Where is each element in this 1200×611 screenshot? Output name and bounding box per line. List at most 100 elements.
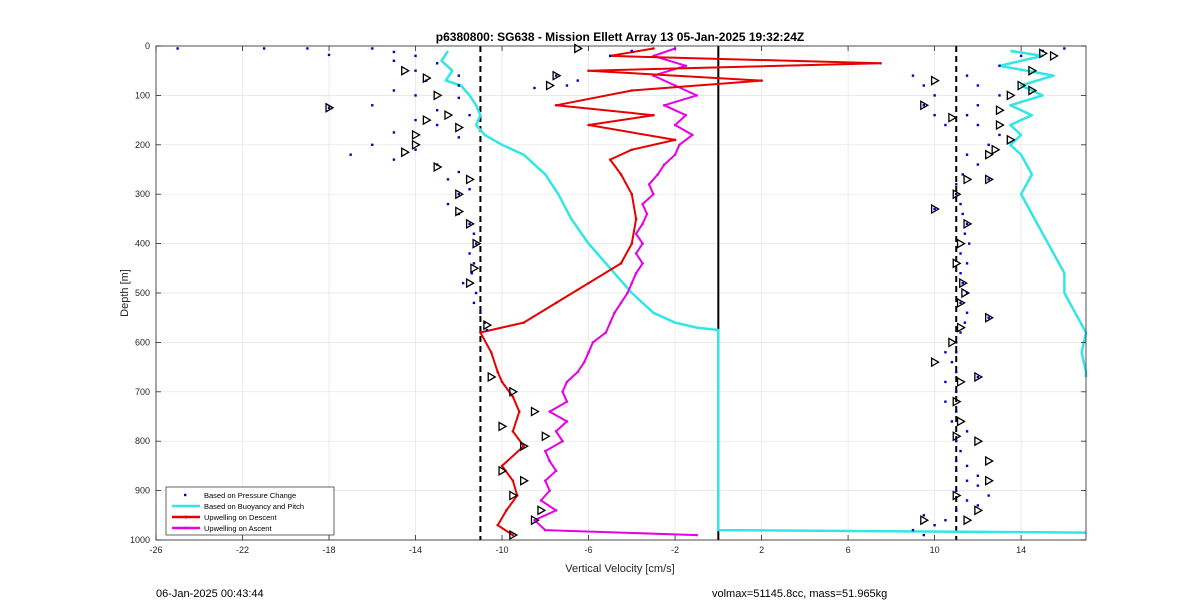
pressure-change-point: [955, 469, 958, 473]
pressure-change-point: [976, 474, 980, 477]
pressure-change-point: [457, 193, 460, 196]
pressure-change-point: [630, 49, 634, 53]
upwelling-descent-point: [554, 301, 558, 305]
triangle-marker: [963, 515, 973, 526]
triangle-marker: [455, 122, 465, 133]
triangle-marker: [952, 189, 962, 200]
series-upwelling-descent: [479, 47, 882, 536]
pressure-change-point: [987, 494, 990, 497]
pressure-change-point: [483, 321, 486, 324]
pressure-change-point: [576, 79, 579, 82]
triangle-marker: [974, 371, 984, 383]
series-layer: [176, 47, 1088, 537]
pressure-change-point: [435, 123, 439, 127]
pressure-change-point: [472, 301, 476, 305]
triangle-marker: [487, 371, 497, 383]
upwelling-descent-point: [522, 321, 525, 324]
pressure-change-point: [472, 232, 476, 235]
upwelling-ascent-point: [554, 469, 558, 473]
triangle-marker: [401, 147, 411, 158]
triangle-marker: [956, 416, 966, 427]
pressure-change-point: [262, 47, 266, 50]
triangle-marker: [974, 505, 984, 516]
pressure-change-point: [371, 47, 374, 50]
triangle-marker: [956, 238, 966, 249]
triangle-marker: [952, 431, 962, 442]
pressure-change-point: [955, 193, 958, 196]
legend-label: Upwelling on Descent: [204, 513, 277, 522]
pressure-change-point: [608, 54, 612, 58]
y-tick-label: 1000: [130, 535, 150, 545]
pressure-change-point: [933, 523, 936, 527]
upwelling-descent-point: [879, 61, 882, 65]
upwelling-descent-point: [619, 262, 623, 265]
upwelling-ascent-point: [544, 449, 547, 453]
upwelling-descent-point: [587, 69, 590, 72]
pressure-change-point: [998, 133, 1001, 137]
x-tick-label: -26: [149, 545, 162, 555]
pressure-change-point: [414, 118, 417, 122]
pressure-change-point: [392, 50, 396, 54]
triangle-marker: [974, 436, 984, 447]
pressure-change-point: [349, 153, 352, 156]
triangle-marker: [963, 174, 973, 185]
legend-swatch-dot: [184, 526, 188, 530]
upwelling-descent-point: [489, 350, 493, 354]
pressure-change-point: [976, 375, 980, 379]
triangle-marker: [995, 105, 1005, 116]
pressure-change-point: [976, 163, 980, 166]
upwelling-ascent-point: [619, 301, 623, 305]
triangle-marker: [920, 100, 930, 111]
x-tick-label: 2: [759, 545, 764, 555]
triangle-marker: [520, 475, 529, 486]
pressure-change-point: [933, 113, 936, 117]
upwelling-ascent-point: [678, 143, 681, 147]
pressure-change-point: [468, 113, 471, 117]
y-tick-label: 900: [135, 486, 150, 496]
triangle-marker: [995, 119, 1005, 131]
upwelling-descent-point: [652, 47, 655, 50]
upwelling-ascent-point: [576, 370, 580, 374]
footer-timestamp: 06-Jan-2025 00:43:44: [156, 588, 264, 600]
y-tick-label: 200: [135, 140, 150, 150]
upwelling-ascent-point: [647, 183, 651, 186]
upwelling-descent-point: [496, 370, 500, 374]
pressure-change-point: [457, 136, 460, 139]
triangle-marker: [455, 189, 465, 200]
upwelling-descent-point: [518, 410, 521, 413]
pressure-change-point: [457, 96, 460, 100]
triangle-marker: [444, 110, 454, 121]
triangle-marker: [956, 322, 966, 333]
pressure-change-point: [922, 104, 925, 107]
triangle-marker: [952, 258, 962, 269]
pressure-change-point: [911, 528, 915, 532]
series-buoyancy-ascent: [998, 49, 1088, 377]
triangle-marker: [948, 112, 958, 123]
legend-label: Based on Pressure Change: [204, 491, 296, 500]
upwelling-ascent-point: [539, 499, 543, 502]
pressure-change-point: [470, 272, 473, 275]
pressure-change-point: [435, 109, 439, 112]
upwelling-ascent-point: [561, 390, 564, 394]
upwelling-ascent-point: [695, 533, 698, 537]
legend-swatch-marker: [184, 493, 187, 497]
pressure-change-point: [955, 489, 958, 492]
pressure-change-point: [371, 143, 374, 146]
legend: Based on Pressure Change Based on Buoyanc…: [165, 486, 335, 536]
upwelling-descent-point: [587, 123, 590, 127]
triangle-markers: [325, 43, 1059, 541]
pressure-change-point: [965, 311, 969, 314]
pressure-change-point: [998, 94, 1001, 97]
upwelling-descent-point: [630, 192, 634, 196]
pressure-change-point: [468, 222, 471, 226]
upwelling-descent-point: [608, 158, 612, 161]
pressure-change-point: [457, 74, 460, 77]
pressure-change-point: [965, 464, 969, 468]
pressure-change-point: [176, 47, 179, 50]
pressure-change-point: [959, 272, 962, 275]
upwelling-descent-point: [479, 331, 482, 334]
upwelling-ascent-point: [691, 133, 694, 137]
series-buoyancy-descent: [440, 50, 1087, 534]
pressure-change-point: [961, 212, 964, 216]
triangle-marker: [483, 319, 493, 331]
